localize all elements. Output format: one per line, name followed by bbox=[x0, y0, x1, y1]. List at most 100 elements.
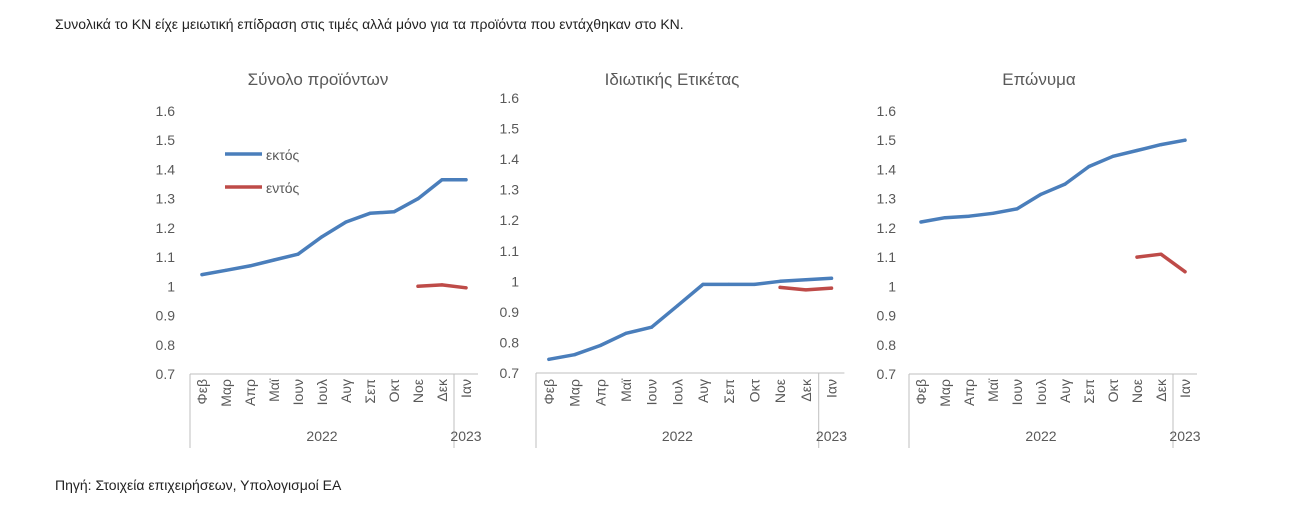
data-point bbox=[624, 331, 628, 335]
y-tick-label: 1.2 bbox=[500, 212, 520, 228]
chart-1: Σύνολο προϊόντων 0.7 0.8 0.9 1 1.1 1.2 1.3 1.4 1.… bbox=[156, 70, 482, 448]
data-point bbox=[778, 279, 782, 283]
x-tick-label: Δεκ bbox=[798, 378, 814, 402]
y-tick-label: 0.7 bbox=[500, 365, 520, 381]
data-point bbox=[598, 343, 602, 348]
x-tick-label: Ιουλ bbox=[1033, 379, 1049, 405]
chart-title: Επώνυμα bbox=[1002, 70, 1076, 89]
data-point bbox=[224, 268, 228, 272]
series-line-1 bbox=[200, 177, 468, 277]
y-tick-label: 0.8 bbox=[877, 337, 897, 353]
data-point bbox=[919, 220, 923, 224]
data-point bbox=[967, 214, 971, 218]
series-line-2 bbox=[1135, 252, 1187, 274]
x-tick-label: Φεβ bbox=[913, 379, 929, 404]
chart-title: Σύνολο προϊόντων bbox=[248, 70, 389, 89]
data-point bbox=[464, 286, 468, 290]
chart-3: Επώνυμα 0.7 0.8 0.9 1 1.1 1.2 1.3 1.4 1.5 1.6 2022 2… bbox=[877, 70, 1201, 448]
x-tick-label: Μαϊ bbox=[618, 378, 634, 402]
x-tick-label: Δεκ bbox=[1153, 378, 1169, 402]
y-tick-label: 0.8 bbox=[156, 337, 176, 353]
data-point bbox=[1063, 182, 1067, 186]
x-tick-label: Μαρ bbox=[567, 379, 583, 407]
y-tick-label: 1.6 bbox=[877, 103, 897, 119]
data-point bbox=[752, 282, 757, 286]
data-point bbox=[1183, 270, 1187, 274]
x-group-label: 2022 bbox=[662, 428, 693, 444]
y-tick-label: 1.4 bbox=[156, 161, 176, 177]
data-point bbox=[344, 220, 348, 224]
data-point bbox=[701, 282, 705, 286]
x-tick-label: Νοε bbox=[1129, 379, 1145, 403]
figure-heading: Συνολικά το ΚΝ είχε μειωτική επίδραση στ… bbox=[55, 16, 684, 32]
data-point bbox=[1159, 143, 1163, 147]
data-point bbox=[320, 235, 324, 239]
y-tick-label: 1.3 bbox=[877, 191, 897, 207]
legend-label: εντός bbox=[266, 180, 300, 196]
data-point bbox=[200, 273, 204, 277]
data-point bbox=[778, 285, 782, 289]
data-point bbox=[1015, 207, 1019, 211]
x-tick-label: Νοε bbox=[772, 379, 788, 403]
data-point bbox=[650, 325, 654, 329]
y-tick-label: 1.5 bbox=[156, 132, 176, 148]
x-tick-label: Μαϊ bbox=[266, 378, 282, 402]
data-point bbox=[1135, 148, 1139, 153]
x-tick-label: Απρ bbox=[592, 379, 608, 406]
x-tick-label: Σεπ bbox=[362, 379, 378, 404]
y-tick-label: 1.4 bbox=[500, 151, 520, 167]
x-tick-label: Ιουν bbox=[1009, 379, 1025, 405]
data-point bbox=[547, 357, 551, 361]
x-tick-label: Μαρ bbox=[937, 379, 953, 407]
x-tick-label: Ιαν bbox=[458, 379, 474, 398]
y-tick-label: 1.4 bbox=[877, 161, 897, 177]
x-group-label: 2022 bbox=[1025, 428, 1056, 444]
data-point bbox=[829, 286, 834, 290]
y-tick-label: 1.5 bbox=[877, 132, 897, 148]
y-tick-label: 1.1 bbox=[500, 243, 520, 259]
x-tick-label: Φεβ bbox=[541, 379, 557, 404]
y-tick-label: 0.7 bbox=[156, 366, 176, 382]
y-tick-label: 1.1 bbox=[877, 249, 897, 265]
data-point bbox=[804, 278, 808, 282]
data-point bbox=[440, 178, 444, 182]
data-point bbox=[368, 211, 372, 215]
data-point bbox=[416, 197, 420, 201]
series-line-1 bbox=[547, 276, 834, 362]
y-tick-label: 1.1 bbox=[156, 249, 176, 265]
legend: εκτός εντός bbox=[225, 147, 300, 196]
data-point bbox=[1111, 154, 1115, 158]
x-tick-label: Ιουν bbox=[644, 379, 660, 405]
x-tick-label: Αυγ bbox=[695, 379, 711, 403]
x-tick-label: Μαρ bbox=[218, 379, 234, 407]
y-tick-label: 1.3 bbox=[500, 182, 520, 198]
x-tick-label: Απρ bbox=[961, 379, 977, 406]
x-tick-label: Σεπ bbox=[721, 379, 737, 404]
x-tick-label: Αυγ bbox=[1057, 379, 1073, 403]
source-note: Πηγή: Στοιχεία επιχειρήσεων, Υπολογισμοί… bbox=[55, 477, 342, 493]
y-tick-label: 1.2 bbox=[156, 220, 176, 236]
x-tick-label: Νοε bbox=[410, 379, 426, 403]
x-tick-label: Απρ bbox=[242, 379, 258, 406]
data-point bbox=[727, 282, 731, 286]
x-tick-label: Ιουλ bbox=[669, 379, 685, 405]
y-tick-label: 0.9 bbox=[877, 308, 897, 324]
data-point bbox=[296, 252, 300, 256]
y-tick-label: 0.8 bbox=[500, 334, 520, 350]
x-tick-label: Αυγ bbox=[338, 379, 354, 403]
x-tick-label: Ιαν bbox=[824, 379, 840, 398]
x-tick-label: Δεκ bbox=[434, 378, 450, 402]
chart-title: Ιδιωτικής Ετικέτας bbox=[605, 70, 740, 89]
series-line-1 bbox=[919, 138, 1187, 224]
data-point bbox=[1087, 164, 1091, 169]
y-tick-label: 0.9 bbox=[500, 304, 520, 320]
data-point bbox=[675, 304, 680, 308]
y-tick-label: 1.5 bbox=[500, 121, 520, 137]
y-tick-label: 0.7 bbox=[877, 366, 897, 382]
data-point bbox=[248, 264, 252, 268]
x-tick-label: Οκτ bbox=[1105, 379, 1121, 403]
data-point bbox=[1039, 192, 1043, 196]
data-point bbox=[943, 216, 947, 220]
legend-label: εκτός bbox=[266, 147, 300, 163]
